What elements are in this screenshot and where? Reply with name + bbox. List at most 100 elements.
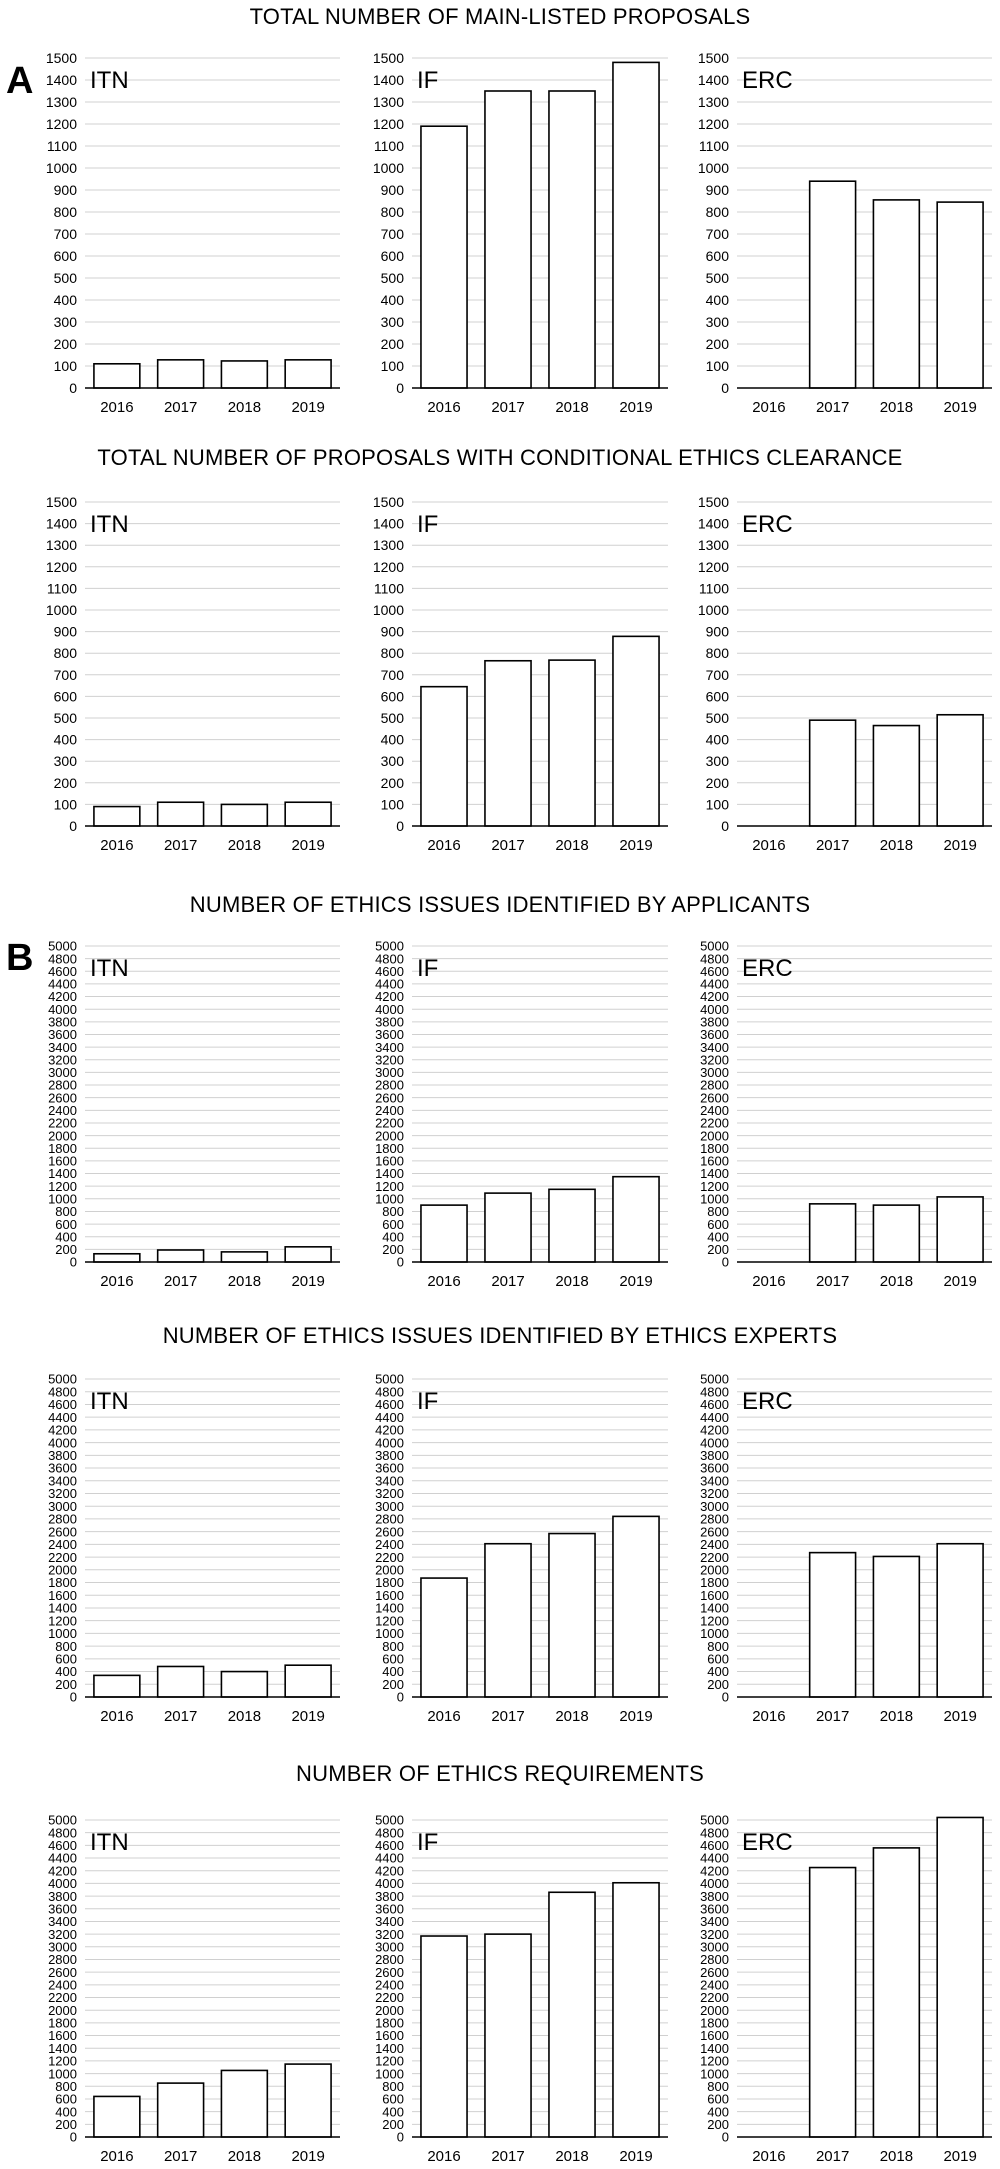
- y-tick-label: 2000: [375, 1562, 404, 1577]
- x-tick-label: 2016: [427, 837, 460, 854]
- y-tick-label: 1600: [700, 2028, 729, 2043]
- y-tick-label: 3600: [48, 1461, 77, 1476]
- bar-2018: [220, 2069, 269, 2138]
- y-tick-label: 4600: [48, 1838, 77, 1853]
- row-title: NUMBER OF ETHICS REQUIREMENTS: [296, 1761, 704, 1786]
- y-tick-label: 300: [381, 314, 405, 330]
- bar-chart-itn: 0200400600800100012001400160018002000220…: [48, 1813, 340, 2165]
- y-tick-label: 1400: [700, 1601, 729, 1616]
- chart-label: ITN: [90, 511, 129, 538]
- chart-label: IF: [417, 955, 438, 982]
- row-title: NUMBER OF ETHICS ISSUES IDENTIFIED BY AP…: [189, 892, 811, 917]
- y-tick-label: 800: [707, 1204, 729, 1219]
- chart-label: ITN: [90, 67, 129, 94]
- chart-label: ERC: [742, 67, 793, 94]
- x-tick-label: 2017: [491, 1273, 524, 1290]
- y-tick-label: 600: [55, 2092, 77, 2107]
- y-tick-label: 800: [55, 1639, 77, 1654]
- y-tick-label: 2600: [700, 1524, 729, 1539]
- y-tick-label: 3800: [700, 1448, 729, 1463]
- x-tick-label: 2018: [228, 1273, 261, 1290]
- y-tick-label: 2200: [375, 1550, 404, 1565]
- y-tick-label: 1100: [47, 580, 77, 596]
- y-tick-label: 5000: [48, 1372, 77, 1387]
- y-tick-label: 5000: [700, 939, 729, 954]
- y-tick-label: 700: [381, 226, 405, 242]
- y-tick-label: 0: [397, 2130, 404, 2145]
- x-tick-label: 2019: [619, 399, 652, 416]
- bar-2016: [420, 1204, 468, 1263]
- y-tick-label: 1400: [375, 2041, 404, 2056]
- y-tick-label: 3000: [48, 1499, 77, 1514]
- y-tick-label: 500: [706, 710, 730, 726]
- x-tick-label: 2017: [816, 2148, 849, 2165]
- y-tick-label: 2800: [48, 1952, 77, 1967]
- y-tick-label: 3000: [700, 1939, 729, 1954]
- x-tick-label: 2016: [427, 1273, 460, 1290]
- y-tick-label: 200: [54, 336, 78, 352]
- y-tick-label: 3200: [48, 1486, 77, 1501]
- y-tick-label: 4600: [375, 964, 404, 979]
- bar-2018: [548, 1188, 596, 1263]
- y-tick-label: 500: [381, 270, 405, 286]
- y-tick-label: 2000: [375, 2003, 404, 2018]
- x-tick-label: 2018: [880, 1708, 913, 1725]
- y-tick-label: 600: [707, 1217, 729, 1232]
- y-tick-label: 3400: [700, 1473, 729, 1488]
- bar-2019: [936, 201, 984, 389]
- y-tick-label: 1300: [46, 94, 77, 110]
- y-tick-label: 2400: [375, 1103, 404, 1118]
- y-tick-label: 100: [381, 358, 405, 374]
- y-tick-label: 2200: [48, 1990, 77, 2005]
- x-tick-label: 2018: [228, 399, 261, 416]
- bar-chart-erc: 0200400600800100012001400160018002000220…: [700, 1372, 992, 1725]
- y-tick-label: 3800: [375, 1448, 404, 1463]
- bar-2019: [612, 61, 660, 389]
- y-tick-label: 3600: [700, 1461, 729, 1476]
- bar-2016: [93, 1252, 141, 1263]
- y-tick-label: 1200: [373, 116, 404, 132]
- bar-chart-erc: 0 100 200 300 400 500 600 700 800 900 1000 1100 1200…: [698, 494, 992, 854]
- x-tick-label: 2017: [816, 399, 849, 416]
- y-tick-label: 400: [55, 2104, 77, 2119]
- y-tick-label: 800: [706, 645, 730, 661]
- y-tick-label: 1400: [375, 1166, 404, 1181]
- x-tick-label: 2016: [100, 1273, 133, 1290]
- y-tick-label: 1400: [700, 1166, 729, 1181]
- y-tick-label: 1400: [698, 72, 729, 88]
- y-tick-label: 0: [397, 1255, 404, 1270]
- y-tick-label: 1100: [47, 138, 77, 154]
- y-tick-label: 500: [54, 710, 78, 726]
- chart-label: ERC: [742, 1829, 793, 1856]
- panel-letter: A: [6, 60, 34, 102]
- bar-2018: [220, 803, 269, 827]
- bar-2019: [612, 1881, 660, 2138]
- bar-2017: [484, 1192, 532, 1263]
- y-tick-label: 800: [382, 2079, 404, 2094]
- y-tick-label: 3000: [48, 1939, 77, 1954]
- y-tick-label: 800: [382, 1639, 404, 1654]
- y-tick-label: 2600: [700, 1965, 729, 1980]
- x-tick-label: 2016: [427, 1708, 460, 1725]
- y-tick-label: 3200: [700, 1486, 729, 1501]
- bar-2018: [872, 199, 921, 389]
- y-tick-label: 3200: [375, 1052, 404, 1067]
- x-tick-label: 2019: [619, 1708, 652, 1725]
- y-tick-label: 4200: [700, 1423, 729, 1438]
- y-tick-label: 2000: [48, 1128, 77, 1143]
- bar-2017: [808, 180, 857, 389]
- y-tick-label: 1000: [698, 602, 729, 618]
- y-tick-label: 4200: [375, 1863, 404, 1878]
- y-tick-label: 3600: [700, 1901, 729, 1916]
- y-tick-label: 1200: [48, 1613, 77, 1628]
- y-tick-label: 4200: [375, 989, 404, 1004]
- y-tick-label: 3200: [48, 1052, 77, 1067]
- y-tick-label: 2800: [700, 1512, 729, 1527]
- y-tick-label: 400: [55, 1229, 77, 1244]
- y-tick-label: 1000: [700, 1626, 729, 1641]
- y-tick-label: 800: [707, 1639, 729, 1654]
- x-tick-label: 2016: [752, 2148, 785, 2165]
- x-tick-label: 2018: [880, 2148, 913, 2165]
- y-tick-label: 1400: [48, 1601, 77, 1616]
- y-tick-label: 1000: [46, 160, 77, 176]
